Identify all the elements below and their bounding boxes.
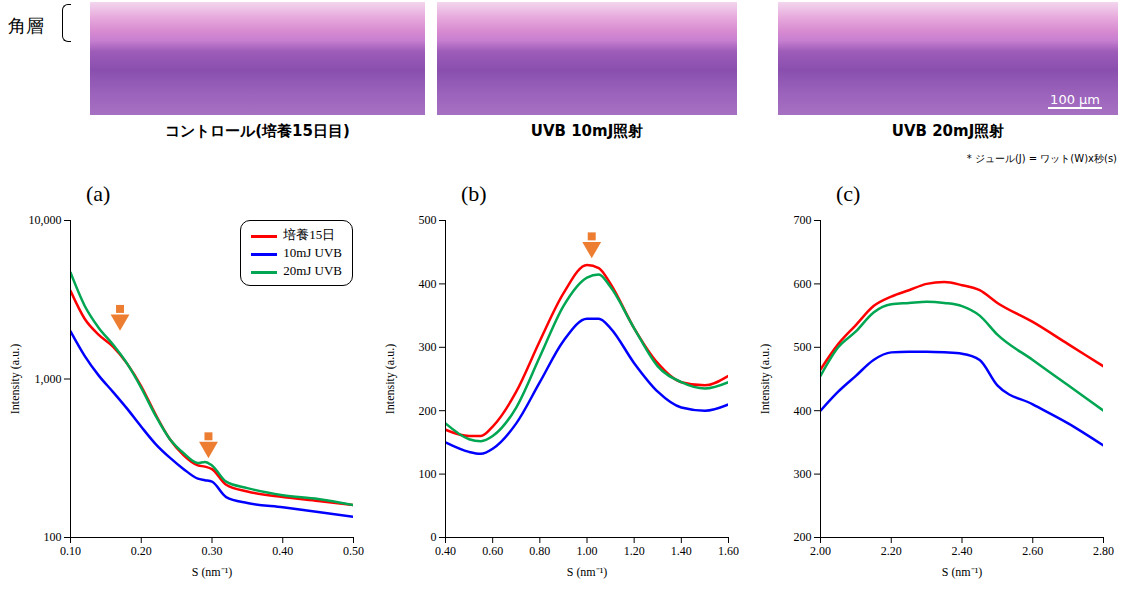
html-text:10mJ UVB: 10mJ UVB xyxy=(283,245,342,260)
svg-text:0: 0 xyxy=(431,530,437,544)
svg-text:0.20: 0.20 xyxy=(131,544,152,558)
svg-text:500: 500 xyxy=(794,340,812,354)
svg-text:Intensity (a.u.): Intensity (a.u.) xyxy=(758,344,772,414)
svg-text:S (nm⁻¹): S (nm⁻¹) xyxy=(567,565,608,579)
html-text:(a): (a) xyxy=(86,181,111,206)
svg-text:0.10: 0.10 xyxy=(60,544,81,558)
svg-text:200: 200 xyxy=(419,404,437,418)
svg-text:1.40: 1.40 xyxy=(671,544,692,558)
svg-text:1.00: 1.00 xyxy=(577,544,598,558)
svg-text:2.60: 2.60 xyxy=(1022,544,1043,558)
html-text:UVB 10mJ照射: UVB 10mJ照射 xyxy=(530,122,644,140)
svg-text:400: 400 xyxy=(794,404,812,418)
html-text:* ジュール(J) = ワット(W)x秒(s): * ジュール(J) = ワット(W)x秒(s) xyxy=(966,153,1117,164)
svg-text:2.20: 2.20 xyxy=(881,544,902,558)
svg-text:100: 100 xyxy=(44,530,62,544)
svg-text:Intensity (a.u.): Intensity (a.u.) xyxy=(383,344,397,414)
svg-text:400: 400 xyxy=(419,277,437,291)
html-text:角層: 角層 xyxy=(8,15,44,36)
svg-text:0.30: 0.30 xyxy=(202,544,223,558)
html-text:UVB 20mJ照射: UVB 20mJ照射 xyxy=(891,122,1005,140)
svg-text:0.40: 0.40 xyxy=(272,544,293,558)
svg-text:200: 200 xyxy=(794,530,812,544)
svg-text:Intensity (a.u.): Intensity (a.u.) xyxy=(8,344,22,414)
svg-text:2.00: 2.00 xyxy=(810,544,831,558)
svg-text:S (nm⁻¹): S (nm⁻¹) xyxy=(942,565,983,579)
html-text:コントロール(培養15日目): コントロール(培養15日目) xyxy=(165,122,350,140)
svg-text:0.60: 0.60 xyxy=(482,544,503,558)
svg-text:700: 700 xyxy=(794,213,812,227)
svg-text:S (nm⁻¹): S (nm⁻¹) xyxy=(192,565,233,579)
html-text:(c): (c) xyxy=(836,181,861,206)
html-text:100 µm: 100 µm xyxy=(1050,92,1100,107)
html-text:培養15日: 培養15日 xyxy=(283,227,336,242)
svg-text:1.20: 1.20 xyxy=(624,544,645,558)
svg-text:10,000: 10,000 xyxy=(29,213,62,227)
svg-text:500: 500 xyxy=(419,213,437,227)
svg-text:100: 100 xyxy=(419,467,437,481)
html-text:(b): (b) xyxy=(461,181,487,206)
svg-text:300: 300 xyxy=(794,467,812,481)
html-text:20mJ UVB: 20mJ UVB xyxy=(283,263,342,278)
svg-text:0.80: 0.80 xyxy=(529,544,550,558)
svg-text:1.60: 1.60 xyxy=(718,544,739,558)
svg-text:2.40: 2.40 xyxy=(952,544,973,558)
svg-text:0.50: 0.50 xyxy=(343,544,364,558)
svg-text:2.80: 2.80 xyxy=(1093,544,1114,558)
svg-text:0.40: 0.40 xyxy=(435,544,456,558)
svg-text:300: 300 xyxy=(419,340,437,354)
svg-text:1,000: 1,000 xyxy=(35,372,62,386)
svg-text:600: 600 xyxy=(794,277,812,291)
